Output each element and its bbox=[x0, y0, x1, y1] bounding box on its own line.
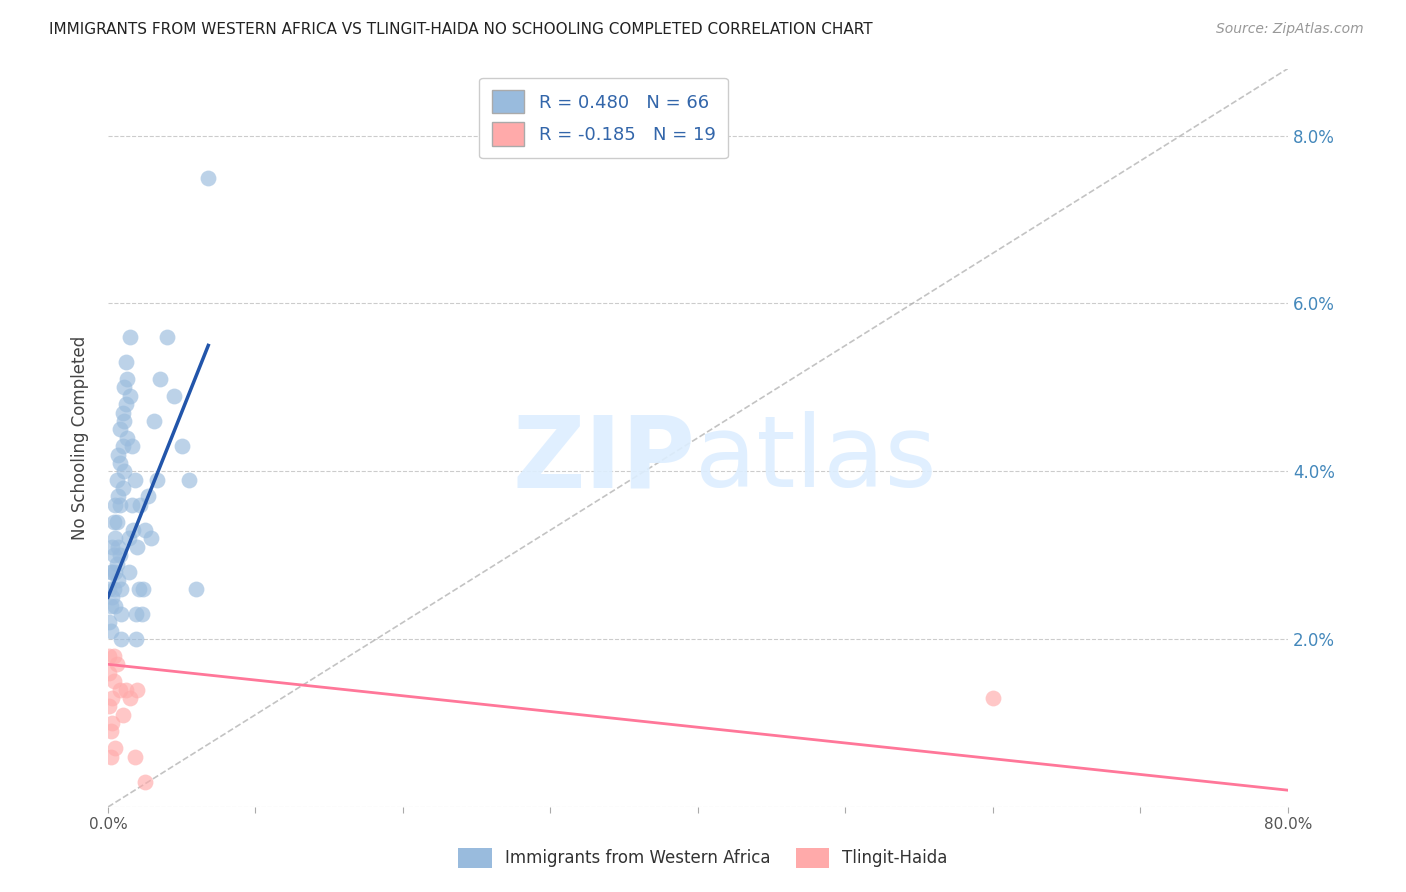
Point bbox=[105, 515, 128, 529]
Point bbox=[163, 389, 186, 403]
Point bbox=[103, 674, 125, 689]
Point bbox=[134, 774, 156, 789]
Point bbox=[132, 582, 155, 596]
Point bbox=[114, 355, 136, 369]
Point bbox=[112, 464, 135, 478]
Point bbox=[98, 699, 121, 714]
Point bbox=[112, 414, 135, 428]
Point bbox=[149, 372, 172, 386]
Point bbox=[124, 749, 146, 764]
Point bbox=[120, 389, 142, 403]
Point bbox=[186, 582, 208, 596]
Point bbox=[120, 690, 142, 705]
Point bbox=[112, 380, 135, 394]
Point bbox=[111, 481, 134, 495]
Point bbox=[101, 565, 124, 579]
Point bbox=[105, 657, 128, 672]
Point bbox=[197, 170, 219, 185]
Point bbox=[117, 532, 139, 546]
Text: IMMIGRANTS FROM WESTERN AFRICA VS TLINGIT-HAIDA NO SCHOOLING COMPLETED CORRELATI: IMMIGRANTS FROM WESTERN AFRICA VS TLINGI… bbox=[49, 22, 873, 37]
Point bbox=[107, 448, 129, 462]
Point bbox=[100, 624, 122, 638]
Point bbox=[101, 590, 124, 604]
Point bbox=[104, 741, 127, 756]
Point bbox=[103, 515, 125, 529]
Point bbox=[105, 473, 128, 487]
Point bbox=[114, 682, 136, 697]
Point bbox=[127, 682, 149, 697]
Point bbox=[125, 607, 148, 621]
Point bbox=[121, 498, 143, 512]
Point bbox=[104, 532, 127, 546]
Point bbox=[110, 607, 132, 621]
Point bbox=[111, 707, 134, 722]
Point bbox=[101, 716, 124, 731]
Legend: Immigrants from Western Africa, Tlingit-Haida: Immigrants from Western Africa, Tlingit-… bbox=[451, 841, 955, 875]
Point bbox=[128, 582, 150, 596]
Point bbox=[98, 648, 121, 663]
Point bbox=[108, 456, 131, 470]
Point bbox=[101, 540, 124, 554]
Point bbox=[100, 724, 122, 739]
Point bbox=[122, 523, 145, 537]
Point bbox=[108, 422, 131, 436]
Point bbox=[108, 682, 131, 697]
Point bbox=[129, 498, 152, 512]
Point bbox=[139, 532, 162, 546]
Text: ZIP: ZIP bbox=[512, 411, 695, 508]
Point bbox=[131, 607, 153, 621]
Point bbox=[115, 372, 138, 386]
Point bbox=[103, 548, 125, 562]
Point bbox=[100, 749, 122, 764]
Text: Source: ZipAtlas.com: Source: ZipAtlas.com bbox=[1216, 22, 1364, 37]
Point bbox=[107, 540, 129, 554]
Point bbox=[142, 414, 165, 428]
Point bbox=[107, 490, 129, 504]
Point bbox=[104, 599, 127, 613]
Point bbox=[136, 490, 159, 504]
Point bbox=[111, 439, 134, 453]
Point bbox=[121, 439, 143, 453]
Point bbox=[98, 665, 121, 680]
Y-axis label: No Schooling Completed: No Schooling Completed bbox=[72, 335, 89, 540]
Point bbox=[124, 473, 146, 487]
Point bbox=[125, 632, 148, 647]
Point bbox=[111, 406, 134, 420]
Point bbox=[170, 439, 193, 453]
Point bbox=[120, 330, 142, 344]
Point bbox=[114, 397, 136, 411]
Point bbox=[127, 540, 149, 554]
Point bbox=[105, 557, 128, 571]
Text: atlas: atlas bbox=[695, 411, 936, 508]
Point bbox=[103, 582, 125, 596]
Point bbox=[179, 473, 201, 487]
Point bbox=[104, 498, 127, 512]
Point bbox=[156, 330, 179, 344]
Point bbox=[108, 548, 131, 562]
Point bbox=[107, 574, 129, 588]
Point bbox=[117, 565, 139, 579]
Point bbox=[103, 648, 125, 663]
Point bbox=[145, 473, 167, 487]
Point bbox=[100, 599, 122, 613]
Point bbox=[110, 582, 132, 596]
Point bbox=[101, 690, 124, 705]
Point bbox=[108, 498, 131, 512]
Point bbox=[98, 615, 121, 630]
Point bbox=[104, 565, 127, 579]
Legend: R = 0.480   N = 66, R = -0.185   N = 19: R = 0.480 N = 66, R = -0.185 N = 19 bbox=[479, 78, 728, 158]
Point bbox=[115, 431, 138, 445]
Point bbox=[134, 523, 156, 537]
Point bbox=[110, 632, 132, 647]
Point bbox=[100, 565, 122, 579]
Point bbox=[98, 582, 121, 596]
Point bbox=[981, 690, 1004, 705]
